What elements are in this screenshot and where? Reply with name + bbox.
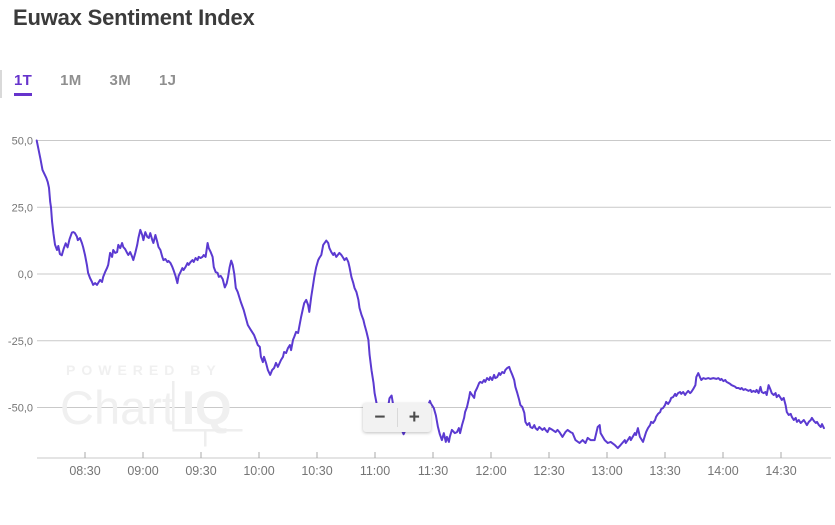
x-axis-label: 13:00 — [591, 464, 622, 478]
x-axis-label: 11:30 — [418, 464, 448, 478]
watermark-powered-by: POWERED BY — [66, 362, 222, 378]
watermark-divider-bar — [172, 381, 175, 429]
zoom-out-button[interactable]: − — [363, 403, 397, 432]
watermark-underline — [172, 429, 243, 432]
watermark-q-tail — [204, 431, 207, 447]
y-axis-label: -25,0 — [8, 336, 33, 348]
y-axis-label: 25,0 — [12, 202, 33, 214]
axis-group: 08:30 09:00 09:30 10:00 10:30 11:00 11:30 12:00… — [37, 452, 831, 478]
y-axis-label: -50,0 — [8, 403, 33, 415]
x-axis-label: 09:30 — [185, 464, 216, 478]
watermark-brand-iq: IQ — [182, 381, 232, 434]
x-axis-label: 09:00 — [127, 464, 158, 478]
x-axis-label: 10:00 — [243, 464, 274, 478]
zoom-divider — [396, 408, 398, 427]
tab-3m[interactable]: 3M — [109, 72, 131, 89]
window-edge-artifact — [0, 70, 2, 98]
x-axis-label: 12:00 — [475, 464, 506, 478]
x-axis-label: 10:30 — [301, 464, 332, 478]
x-axis-label: 08:30 — [69, 464, 100, 478]
x-axis-label: 11:00 — [360, 464, 390, 478]
range-tabs: 1T 1M 3M 1J — [14, 72, 204, 96]
zoom-in-button[interactable]: + — [398, 403, 432, 432]
page-title: Euwax Sentiment Index — [13, 5, 255, 30]
tab-1j[interactable]: 1J — [158, 72, 177, 89]
tab-1m[interactable]: 1M — [60, 72, 82, 89]
x-axis-label: 14:30 — [765, 464, 796, 478]
x-axis-label: 14:00 — [707, 464, 738, 478]
y-axis-label: 50,0 — [12, 136, 33, 148]
tab-1t[interactable]: 1T — [14, 72, 33, 96]
zoom-controls: − + — [363, 403, 431, 432]
y-axis-label: 0,0 — [18, 269, 33, 281]
watermark-brand-chart: Chart — [60, 381, 175, 434]
chartiq-watermark: POWERED BY Chart IQ — [60, 362, 243, 447]
x-axis-label: 12:30 — [533, 464, 564, 478]
x-axis-label: 13:30 — [649, 464, 680, 478]
